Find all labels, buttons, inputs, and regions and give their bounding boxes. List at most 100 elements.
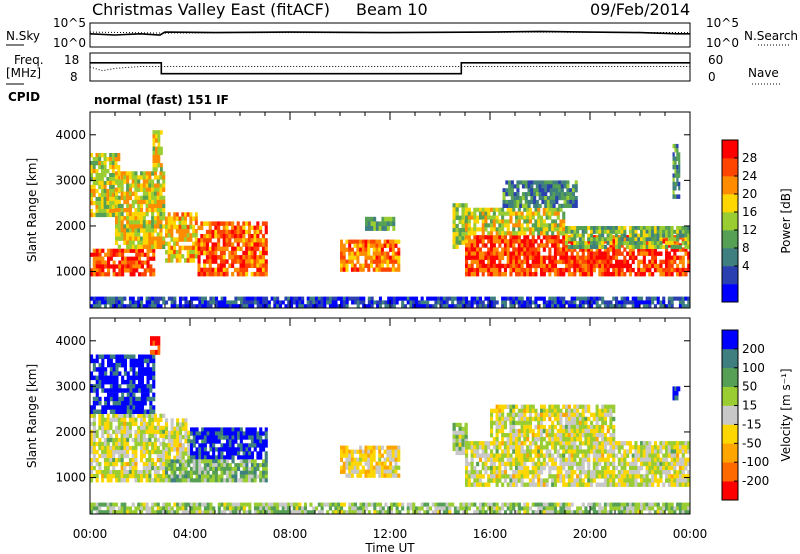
cell-power-cells-14 (478, 304, 482, 309)
cell-power-cells-14 (462, 300, 466, 305)
cell-vel-cells-8 (642, 441, 646, 446)
cell-vel-cells-0 (123, 437, 127, 443)
cell-power-cells-14 (437, 300, 441, 305)
cell-vel-cells-8 (523, 457, 527, 462)
cell-power-cells-0 (109, 252, 113, 257)
cell-power-cells-9 (495, 247, 499, 252)
cell-vel-cells-8 (470, 482, 474, 487)
cell-vel-cells-1 (138, 384, 142, 389)
cell-power-cells-9 (612, 239, 616, 244)
cell-power-cells-6 (350, 247, 354, 252)
cell-vel-cells-1 (112, 379, 116, 385)
cell-power-cells-12 (659, 244, 663, 249)
cell-vel-cells-8 (620, 441, 624, 446)
cell-vel-cells-4 (245, 435, 249, 440)
cell-power-cells-10 (492, 227, 496, 232)
cell-power-cells-9 (612, 243, 616, 248)
cell-power-cells-4 (189, 212, 193, 217)
cell-vel-cells-5 (203, 470, 207, 475)
cell-power-cells-9 (676, 272, 680, 277)
cell-power-cells-4 (181, 254, 185, 259)
cell-vel-cells-0 (112, 429, 116, 435)
cell-power-cells-14 (598, 296, 602, 301)
cell-vel-cells-0 (90, 421, 94, 427)
cell-vel-cells-5 (264, 459, 268, 464)
cell-power-cells-2 (153, 171, 157, 176)
cell-power-cells-0 (129, 260, 133, 265)
cell-vel-cells-0 (131, 449, 135, 455)
cell-power-cells-9 (520, 247, 524, 252)
cell-vel-cells-6 (391, 449, 395, 454)
cell-power-cells-10 (503, 219, 507, 224)
cell-power-cells-0 (121, 248, 125, 253)
cell-power-cells-14 (490, 296, 494, 301)
cell-power-cells-5 (222, 225, 226, 231)
cell-vel-cells-3 (184, 426, 188, 431)
cell-power-cells-14 (328, 296, 332, 301)
cell-vel-cells-5 (184, 474, 188, 479)
cell-vel-cells-8 (537, 457, 541, 462)
cell-power-cells-12 (642, 233, 646, 238)
cell-vel-cells-0 (123, 421, 127, 427)
cell-power-cells-4 (173, 216, 177, 221)
cell-vel-cells-8 (603, 461, 607, 467)
cell-power-cells-6 (386, 255, 390, 260)
cell-vel-cells-8 (492, 474, 496, 479)
cell-power-cells-6 (345, 267, 349, 272)
cell-power-cells-14 (306, 300, 310, 305)
cell-power-cells-9 (553, 272, 557, 277)
cell-power-cells-9 (628, 263, 632, 269)
cell-vel-cells-5 (189, 466, 193, 471)
cell-power-cells-10 (562, 219, 566, 224)
cell-power-cells-12 (570, 237, 574, 242)
cell-vel-cells-5 (173, 463, 177, 468)
cell-power-cells-9 (531, 255, 535, 260)
cell-vel-cells-8 (595, 470, 599, 475)
cell-power-cells-5 (208, 271, 212, 277)
cell-vel-cells-3 (178, 459, 182, 465)
cell-power-cells-10 (517, 231, 521, 236)
cell-power-cells-12 (609, 237, 613, 242)
cell-power-cells-10 (481, 223, 485, 228)
cell-vel-cells-1 (104, 388, 108, 393)
cell-vel-cells-0 (112, 470, 116, 475)
cell-vel-cells-0 (101, 421, 105, 427)
cell-vel-cells-4 (239, 439, 243, 444)
cell-vel-cells-0 (112, 437, 116, 443)
cell-vel-cells-8 (470, 445, 474, 450)
cell-power-cells-5 (261, 234, 265, 239)
cell-power-cells-0 (95, 272, 99, 277)
cell-vel-cells-0 (140, 417, 144, 422)
cell-vel-cells-0 (126, 474, 130, 479)
cell-power-cells-14 (256, 304, 260, 309)
cell-vel-cells-4 (264, 455, 268, 460)
cell-power-cells-14 (403, 296, 407, 301)
cell-vel-cells-8 (626, 461, 630, 467)
cell-power-cells-14 (148, 304, 152, 309)
cell-vel-cells-5 (209, 466, 213, 471)
cell-vel-cells-8 (478, 482, 482, 487)
cell-vel-cells-8 (562, 465, 566, 471)
cell-power-cells-13 (676, 177, 679, 183)
cell-power-cells-5 (259, 250, 263, 256)
cell-vel-cells-0 (92, 421, 96, 427)
cell-power-cells-1 (106, 169, 110, 174)
cell-power-cells-2 (156, 199, 160, 205)
cell-power-cells-14 (595, 296, 599, 301)
cell-vel-cells-0 (109, 421, 113, 427)
cell-vel-cells-0 (117, 441, 121, 447)
cell-power-cells-14 (517, 296, 521, 301)
cell-vel-cells-8 (473, 465, 477, 471)
cell-power-cells-6 (389, 259, 393, 264)
cell-power-cells-2 (120, 236, 124, 241)
cell-power-cells-8 (461, 203, 465, 208)
cell-power-cells-14 (234, 300, 238, 305)
cell-power-cells-9 (476, 255, 480, 260)
cell-power-cells-14 (634, 296, 638, 301)
cell-power-cells-9 (523, 272, 527, 277)
cell-power-cells-14 (417, 300, 421, 305)
cell-power-cells-7 (389, 216, 393, 222)
cell-power-cells-0 (152, 268, 156, 273)
cell-vel-cells-0 (98, 466, 102, 471)
cell-power-cells-10 (487, 207, 491, 212)
